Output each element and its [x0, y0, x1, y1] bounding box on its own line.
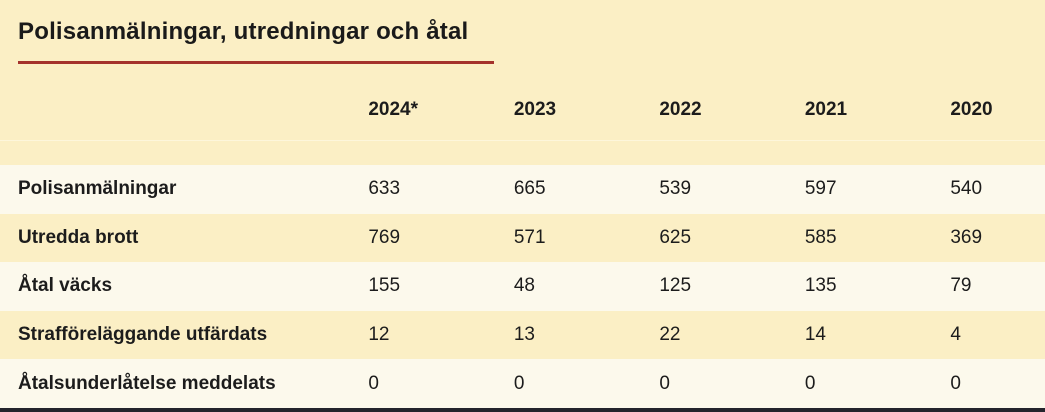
table-row-strafforelaggande: Strafföreläggande utfärdats 12 13 22 14 … — [0, 310, 1045, 360]
title-block: Polisanmälningar, utredningar och åtal — [0, 0, 1045, 80]
row-label: Åtalsunderlåtelse meddelats — [18, 372, 276, 394]
cell-value: 135 — [804, 275, 837, 297]
cell-value: 540 — [950, 178, 983, 200]
cell-value: 4 — [950, 324, 961, 346]
row-label: Åtal väcks — [18, 275, 113, 297]
cell-value: 0 — [659, 372, 670, 394]
cell-value: 12 — [368, 324, 390, 346]
column-header-2024: 2024* — [368, 80, 514, 141]
cell-value: 0 — [513, 372, 525, 394]
cell-value: 0 — [368, 372, 379, 394]
cell-value: 665 — [513, 178, 546, 200]
cell-value: 585 — [804, 226, 837, 248]
table-row-atalsunderlatelse: Åtalsunderlåtelse meddelats 0 0 0 0 0 — [0, 359, 1045, 408]
cell-value: 571 — [513, 226, 546, 248]
bottom-edge-bar — [0, 408, 1045, 412]
column-header-2023: 2023 — [513, 80, 660, 141]
cell-value: 79 — [950, 275, 972, 297]
cell-value: 0 — [804, 372, 816, 394]
column-header-2022: 2022 — [659, 80, 805, 141]
cell-value: 539 — [659, 178, 692, 200]
cell-value: 633 — [368, 178, 401, 200]
column-header-2021: 2021 — [804, 80, 951, 141]
cell-value: 125 — [659, 275, 692, 297]
statistics-table: 2024* 2023 2022 2021 2020 Polisanmälning… — [0, 80, 1045, 408]
title-underline-rule — [18, 61, 494, 64]
column-header-2020: 2020 — [950, 80, 1045, 141]
spacer-row — [0, 140, 1045, 165]
row-label: Polisanmälningar — [18, 178, 177, 200]
cell-value: 0 — [950, 372, 961, 394]
row-label: Utredda brott — [18, 226, 139, 248]
cell-value: 625 — [659, 226, 692, 248]
cell-value: 22 — [659, 324, 681, 346]
cell-value: 597 — [804, 178, 837, 200]
cell-value: 155 — [368, 275, 401, 297]
table-header-row: 2024* 2023 2022 2021 2020 — [0, 80, 1045, 141]
cell-value: 769 — [368, 226, 401, 248]
column-header-empty — [0, 80, 369, 141]
cell-value: 369 — [950, 226, 983, 248]
table-row-utredda-brott: Utredda brott 769 571 625 585 369 — [0, 213, 1045, 263]
table-row-atal-vacks: Åtal väcks 155 48 125 135 79 — [0, 262, 1045, 311]
row-label: Strafföreläggande utfärdats — [18, 324, 268, 346]
table-row-polisanmalningar: Polisanmälningar 633 665 539 597 540 — [0, 165, 1045, 214]
page-title: Polisanmälningar, utredningar och åtal — [18, 18, 469, 45]
cell-value: 14 — [804, 324, 826, 346]
cell-value: 13 — [513, 324, 535, 346]
cell-value: 48 — [513, 275, 535, 297]
